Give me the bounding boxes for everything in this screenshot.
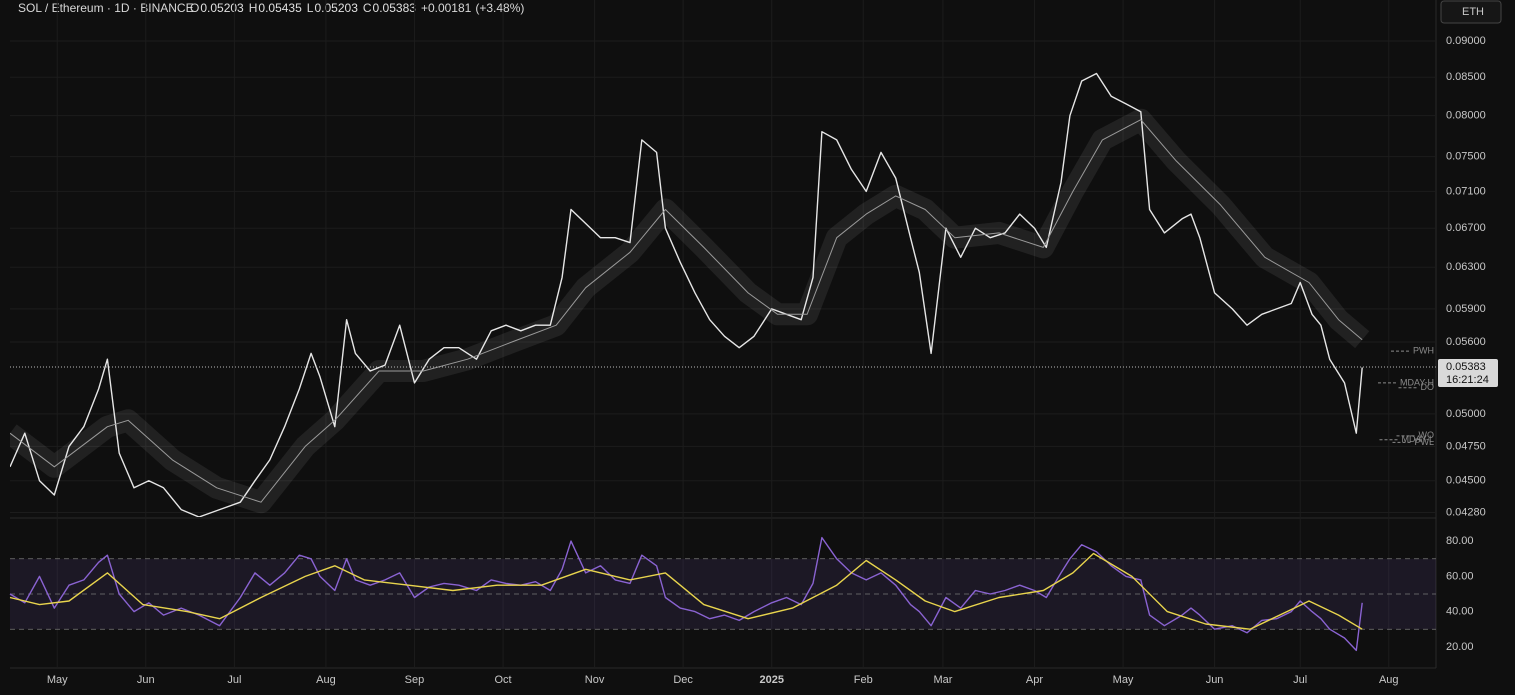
y-tick-label: 0.08000 xyxy=(1446,110,1486,122)
last-price-box xyxy=(1438,359,1498,388)
x-tick-label: Nov xyxy=(585,674,605,686)
x-tick-label: Feb xyxy=(854,674,873,686)
x-tick-label: Dec xyxy=(673,674,693,686)
last-price-label: 0.05383 xyxy=(1446,361,1486,373)
countdown: 16:21:24 xyxy=(1446,374,1489,386)
y-tick-label: 0.05000 xyxy=(1446,408,1486,420)
rsi-tick-label: 40.00 xyxy=(1446,606,1474,618)
ohlc-value: 0.05383 xyxy=(373,1,417,15)
y-tick-label: 0.07100 xyxy=(1446,185,1486,197)
y-tick-label: 0.08500 xyxy=(1446,71,1486,83)
ohlc-key: H xyxy=(249,1,258,15)
y-tick-label: 0.09000 xyxy=(1446,35,1486,47)
series-line xyxy=(10,119,1363,503)
ohlc-key: O xyxy=(190,1,199,15)
level-label: MDAY-H xyxy=(1400,377,1434,387)
y-tick-label: 0.04500 xyxy=(1446,475,1486,487)
y-tick-label: 0.04750 xyxy=(1446,440,1486,452)
x-tick-label: Jul xyxy=(227,674,241,686)
level-label: MDAY-L xyxy=(1401,434,1434,444)
symbol: SOL / Ethereum · 1D · BINANCE xyxy=(18,1,194,15)
x-tick-label: Aug xyxy=(316,674,336,686)
x-tick-label: Apr xyxy=(1026,674,1043,686)
x-tick-label: Jun xyxy=(1206,674,1224,686)
series-line xyxy=(10,72,1363,517)
y-tick-label: 0.07500 xyxy=(1446,151,1486,163)
level-label: PWL xyxy=(1414,437,1434,447)
x-tick-label: 2025 xyxy=(759,674,783,686)
change-pct: (+3.48%) xyxy=(475,1,524,15)
currency-label: ETH xyxy=(1462,6,1484,18)
x-tick-label: Jun xyxy=(137,674,155,686)
y-tick-label: 0.04280 xyxy=(1446,506,1486,518)
level-label: DO xyxy=(1421,382,1435,392)
x-tick-label: May xyxy=(47,674,68,686)
x-tick-label: Sep xyxy=(405,674,425,686)
ohlc-value: 0.05203 xyxy=(200,1,244,15)
y-tick-label: 0.06700 xyxy=(1446,222,1486,234)
rsi-tick-label: 60.00 xyxy=(1446,570,1474,582)
ohlc-value: 0.05203 xyxy=(314,1,358,15)
x-tick-label: Jul xyxy=(1293,674,1307,686)
y-tick-label: 0.05900 xyxy=(1446,303,1486,315)
header: SOL / Ethereum · 1D · BINANCE O 0.05203 H 0… xyxy=(18,1,524,15)
series-line xyxy=(9,536,1363,652)
ohlc-key: L xyxy=(307,1,314,15)
y-tick-label: 0.06300 xyxy=(1446,261,1486,273)
x-tick-label: Aug xyxy=(1379,674,1399,686)
x-tick-label: Mar xyxy=(933,674,952,686)
rsi-tick-label: 80.00 xyxy=(1446,535,1474,547)
ohlc-key: C xyxy=(363,1,372,15)
currency-button[interactable] xyxy=(1440,0,1502,24)
level-label: WO xyxy=(1419,430,1435,440)
x-tick-label: May xyxy=(1113,674,1134,686)
rsi-tick-label: 20.00 xyxy=(1446,641,1474,653)
y-tick-label: 0.05600 xyxy=(1446,336,1486,348)
series-line xyxy=(9,552,1363,630)
ohlc-value: 0.05435 xyxy=(258,1,302,15)
change: +0.00181 xyxy=(421,1,472,15)
x-tick-label: Oct xyxy=(494,674,511,686)
level-label: PWH xyxy=(1413,345,1434,355)
